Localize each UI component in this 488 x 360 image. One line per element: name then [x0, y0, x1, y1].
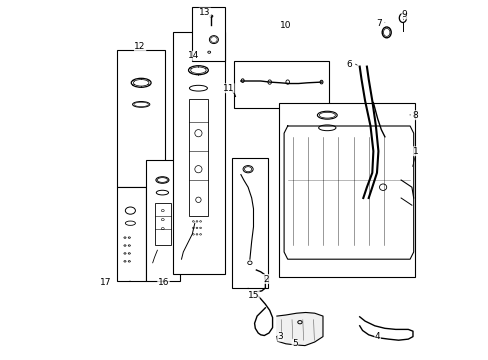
- Bar: [172, 32, 224, 274]
- Text: 1: 1: [412, 147, 418, 156]
- Bar: [233, 61, 328, 108]
- Text: 11: 11: [222, 84, 234, 93]
- Bar: [189, 99, 207, 216]
- Bar: [117, 50, 165, 187]
- Text: 3: 3: [277, 332, 283, 341]
- Text: 12: 12: [134, 42, 145, 51]
- Text: 6: 6: [346, 60, 351, 69]
- Bar: [192, 7, 224, 61]
- Text: 9: 9: [401, 10, 407, 19]
- Bar: [145, 160, 179, 281]
- Bar: [278, 103, 415, 277]
- Text: 8: 8: [412, 111, 418, 120]
- Polygon shape: [276, 312, 322, 346]
- Bar: [117, 187, 145, 281]
- Text: 7: 7: [376, 19, 382, 28]
- Text: 5: 5: [291, 339, 297, 348]
- Text: 17: 17: [100, 278, 111, 287]
- Text: 15: 15: [247, 291, 259, 300]
- Text: 16: 16: [158, 278, 169, 287]
- Text: 13: 13: [199, 8, 210, 17]
- Bar: [231, 158, 267, 288]
- Text: 2: 2: [263, 275, 268, 284]
- Bar: [155, 203, 170, 245]
- Text: 14: 14: [188, 51, 200, 60]
- Text: 10: 10: [280, 21, 291, 30]
- Text: 4: 4: [374, 332, 380, 341]
- Polygon shape: [284, 126, 413, 259]
